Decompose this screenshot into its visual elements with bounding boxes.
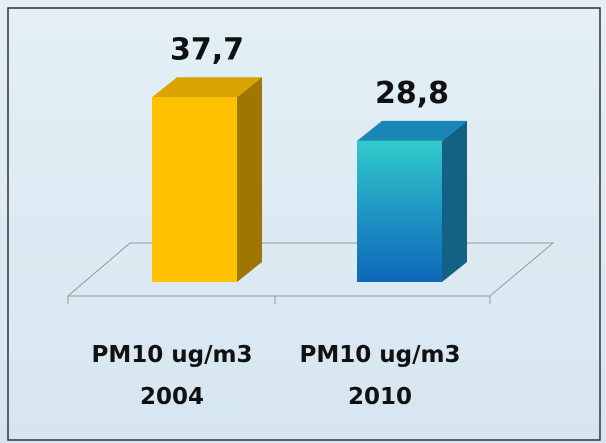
bar (152, 97, 237, 283)
x-tick-label: PM10 ug/m3 2010 (299, 342, 461, 410)
bar-side (442, 120, 467, 282)
bar-side (237, 77, 262, 283)
bar-shade (357, 140, 442, 282)
x-tick-label: PM10 ug/m3 2004 (91, 342, 253, 410)
floor (66, 242, 555, 297)
value-label: 37,7 (170, 32, 244, 67)
frame (7, 7, 601, 441)
bar-top (152, 77, 262, 98)
bar-top (357, 120, 467, 141)
value-label: 28,8 (375, 76, 449, 111)
